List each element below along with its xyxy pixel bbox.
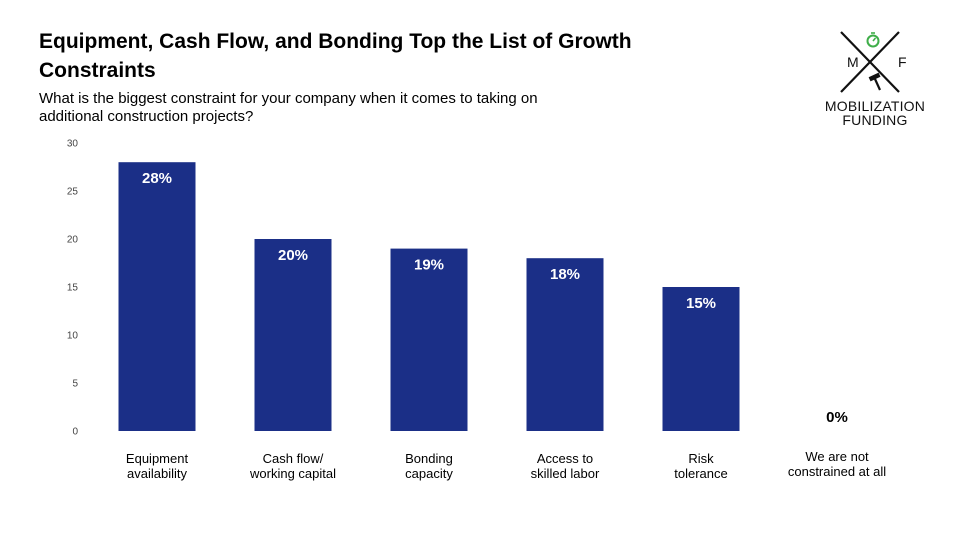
category-label-line: Access to [537,451,593,466]
y-tick-label: 15 [67,283,79,294]
stopwatch-hand [872,37,877,42]
data-label: 19% [414,257,444,274]
category-label-line: We are not [805,449,869,464]
category-label: Bonding capacity [405,451,453,481]
bar [118,162,196,431]
data-label: 20% [278,247,308,264]
chart-subtitle: What is the biggest constraint for your … [39,90,538,125]
logo-letter-f: F [898,54,907,70]
y-tick-label: 5 [72,379,78,390]
category-label-line: skilled labor [531,466,600,481]
category-label-line: constrained at all [788,464,886,479]
bar [526,258,604,431]
logo-letter-m: M [847,54,859,70]
logo-cross-line [840,31,900,93]
y-tick-label: 10 [67,331,79,342]
y-tick-label: 0 [72,427,78,438]
data-label: 18% [550,266,580,283]
category-label: Risk tolerance [674,451,727,481]
category-axis-labels: Equipment availability Cash flow/working c… [126,449,886,481]
data-label: 0% [826,409,848,426]
stopwatch-icon [866,32,880,48]
category-label-line: Risk [688,451,714,466]
bar [390,248,468,431]
category-label-line: Equipment [126,451,189,466]
y-axis-ticks: 0 5 10 15 20 25 30 [67,139,79,438]
chart-title: Equipment, Cash Flow, and Bonding Top th… [39,30,632,82]
data-label: 15% [686,295,716,312]
hammer-icon [868,72,882,91]
category-label-line: availability [127,466,187,481]
bar-series [118,162,740,431]
category-label-line: working capital [249,466,336,481]
logo-mark: M F [840,31,907,93]
data-label: 28% [142,170,172,187]
bar [662,287,740,431]
category-label: Cash flow/working capital [249,451,336,481]
y-tick-label: 20 [67,235,79,246]
stopwatch-ring [866,34,880,48]
category-label-line: Bonding [405,451,453,466]
category-label: Equipment availability [126,451,189,481]
bar [254,239,332,431]
y-tick-label: 30 [67,139,79,150]
company-logo: M F MOBILIZATION FUNDING [818,28,932,128]
category-label-line: Cash flow/ [263,451,324,466]
y-tick-label: 25 [67,187,79,198]
category-label-line: tolerance [674,466,727,481]
logo-wordmark-line1: MOBILIZATION [824,98,926,114]
bar-data-labels: 28% 20% 19% 18% 15% 0% [142,170,848,426]
category-label-line: capacity [405,466,453,481]
category-label: We are not constrained at all [788,449,886,479]
category-label: Access to skilled labor [531,451,600,481]
logo-wordmark-line2: FUNDING [842,112,908,128]
